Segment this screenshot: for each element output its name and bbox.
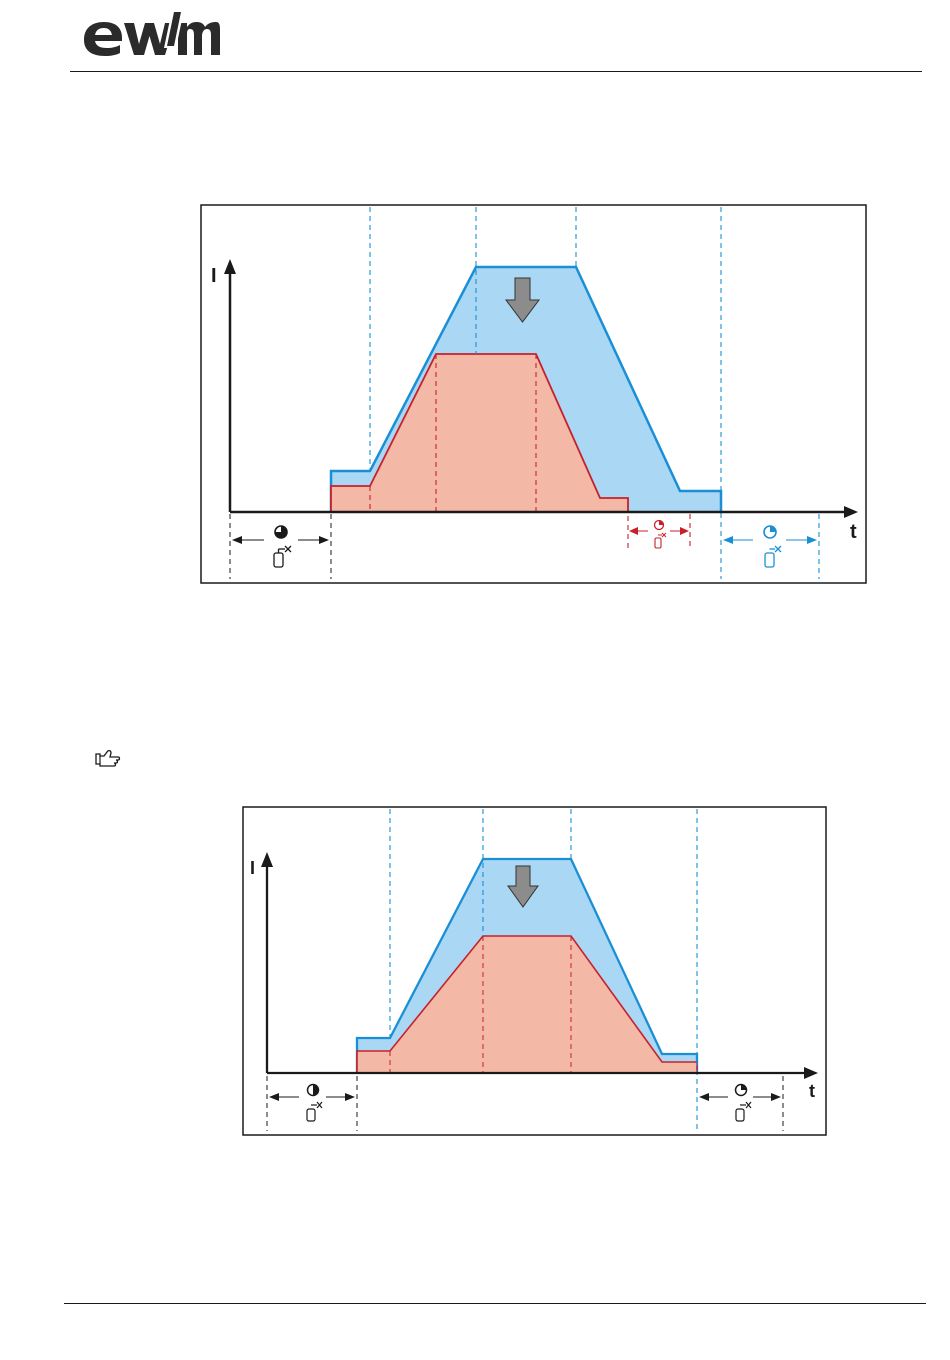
header-rule <box>70 71 922 72</box>
upper-current-line <box>355 857 699 1073</box>
down-arrow-icon <box>505 277 540 323</box>
axis-y-label: I <box>250 858 255 878</box>
lower-current-area <box>331 354 628 512</box>
clock-icon <box>274 525 288 539</box>
red-guides <box>389 936 572 1073</box>
gas-postflow-blue-marker <box>723 525 817 568</box>
blue-guides <box>389 809 698 1131</box>
clock-icon <box>306 1083 320 1097</box>
gas-bottle-icon <box>273 545 292 568</box>
upper-current-line <box>329 265 723 512</box>
axis-y-label: I <box>211 265 217 287</box>
lower-current-area <box>357 936 697 1073</box>
welding-current-diagram-2: I t <box>242 806 827 1136</box>
axis-x-label: t <box>809 1081 815 1101</box>
pre-flow-guides <box>229 514 332 579</box>
footer-rule <box>64 1303 926 1304</box>
gas-preflow-marker <box>269 1093 355 1101</box>
gas-preflow-marker <box>232 536 329 544</box>
gas-postflow-red-marker <box>629 519 689 549</box>
pre-flow-guides <box>266 1076 784 1131</box>
ewm-logo <box>84 10 220 56</box>
gas-postflow-marker <box>699 1083 781 1122</box>
axes <box>261 852 818 1079</box>
lower-current-line <box>330 353 629 512</box>
pointing-hand-icon <box>95 749 121 767</box>
red-guides <box>369 354 691 549</box>
axis-x-label: t <box>850 521 857 543</box>
down-arrow-icon <box>507 865 539 908</box>
welding-current-diagram-1: I t <box>200 204 867 584</box>
lower-current-line <box>356 935 698 1073</box>
gas-bottle-icon <box>306 1101 323 1122</box>
blue-guides <box>369 207 820 579</box>
axes <box>224 259 858 518</box>
